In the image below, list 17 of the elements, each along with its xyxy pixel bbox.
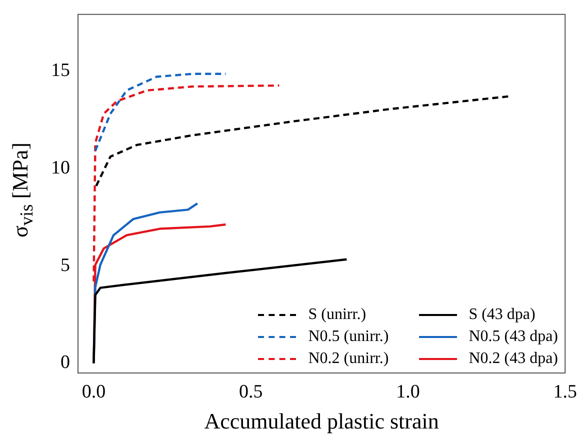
legend-label: S (unirr.) xyxy=(308,306,366,324)
legend-label: S (43 dpa) xyxy=(468,306,536,324)
legend-label: N0.2 (unirr.) xyxy=(308,350,389,368)
x-tick-label: 0.5 xyxy=(238,381,263,402)
x-tick-label: 1.5 xyxy=(553,381,577,402)
y-tick-label: 10 xyxy=(51,157,70,178)
x-tick-label: 0.0 xyxy=(82,381,106,402)
legend-label: N0.5 (43 dpa) xyxy=(468,328,558,346)
line-series xyxy=(94,72,227,152)
legend-label: N0.2 (43 dpa) xyxy=(468,350,558,368)
y-tick-label: 5 xyxy=(60,254,70,276)
y-tick-label: 0 xyxy=(60,352,70,374)
y-tick-label: 15 xyxy=(51,60,70,81)
x-tick-label: 1.0 xyxy=(396,381,420,402)
legend-label: N0.5 (unirr.) xyxy=(308,328,389,346)
x-axis-title: Accumulated plastic strain xyxy=(204,408,439,434)
line-series xyxy=(95,95,512,188)
